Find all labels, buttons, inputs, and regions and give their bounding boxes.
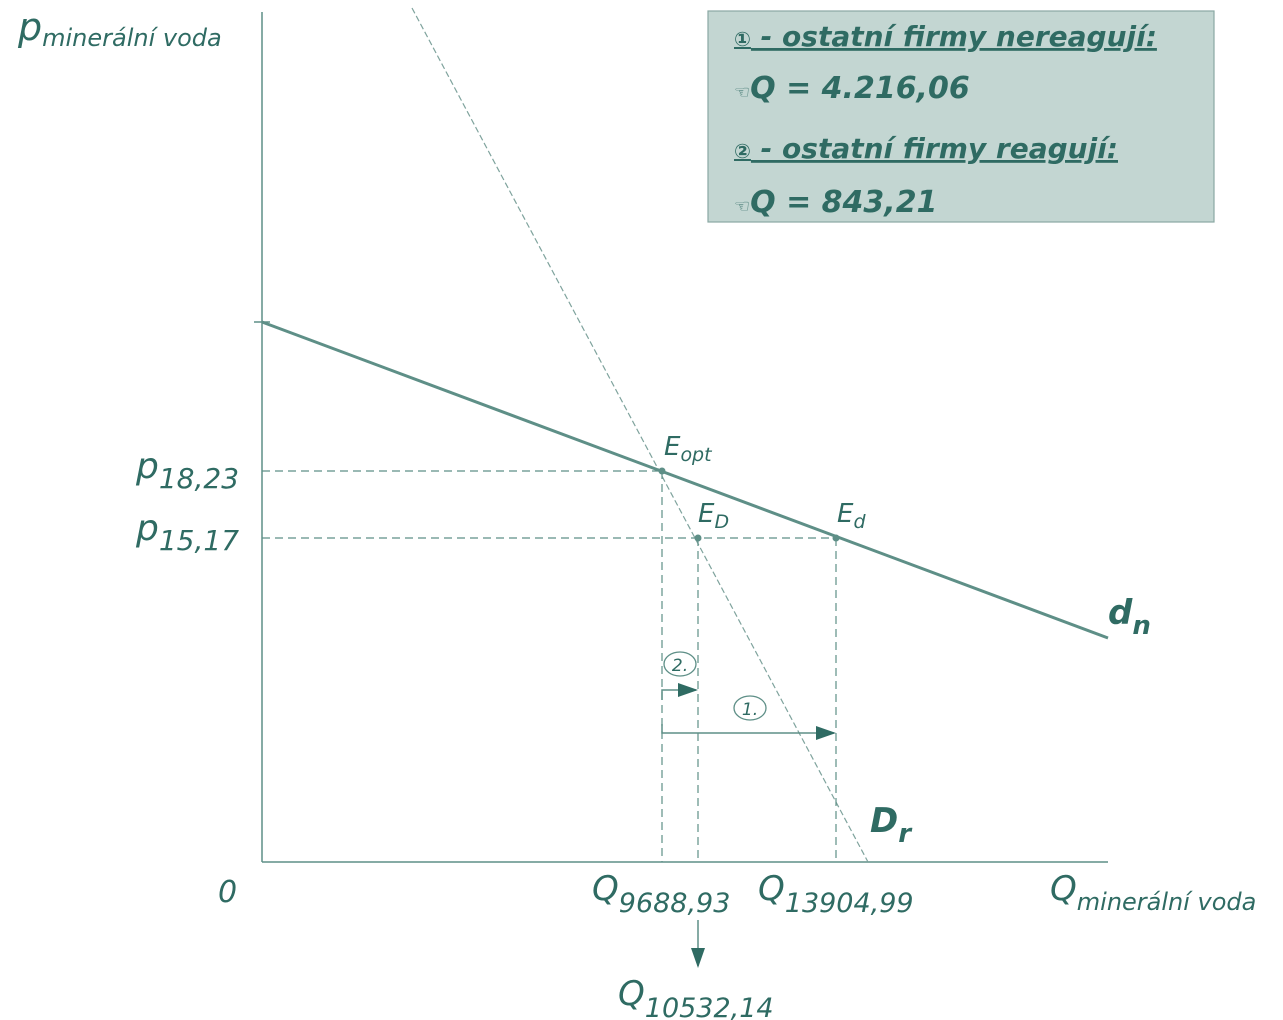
curve-label-Dr: Dr	[870, 801, 913, 849]
demand-curve-dn	[261, 320, 1109, 640]
label-Ed: Ed	[837, 499, 866, 533]
marker-1: 1.	[733, 695, 767, 721]
info-box: ① - ostatní firmy nereagují: ☜Q = 4.216,…	[707, 10, 1215, 223]
y-tick-p15: p15,17	[135, 508, 239, 557]
x-axis-label: Qminerální voda	[1050, 869, 1256, 916]
marker-2-label: 2.	[672, 656, 688, 676]
demand-curve-Dr	[411, 7, 869, 863]
x-tick-q13904: Q13904,99	[758, 869, 914, 919]
arrow-2	[661, 683, 698, 700]
arrow-1	[661, 724, 836, 740]
label-ED: ED	[698, 499, 729, 533]
point-Ed	[832, 534, 840, 542]
point-Eopt	[658, 467, 666, 475]
x-tick-q10532: Q10532,14	[618, 974, 774, 1020]
x-tick-q9688: Q9688,93	[592, 869, 730, 919]
marker-1-label: 1.	[742, 700, 758, 720]
label-Eopt: Eopt	[664, 432, 713, 466]
pointing-hand-icon: ☜	[734, 196, 750, 217]
y-tick-p18: p18,23	[135, 446, 239, 495]
pointing-hand-icon: ☜	[734, 82, 750, 103]
origin-label: 0	[218, 875, 237, 910]
info-line-1: ① - ostatní firmy nereagují:	[734, 20, 1157, 53]
marker-2: 2.	[663, 651, 697, 677]
info-line-2: ☜Q = 4.216,06	[734, 71, 970, 106]
info-line-4: ☜Q = 843,21	[734, 185, 937, 220]
point-ED	[694, 534, 702, 542]
info-line-3: ② - ostatní firmy reagují:	[734, 132, 1118, 165]
curve-label-dn: dn	[1108, 593, 1151, 641]
y-axis-label: pminerální voda	[17, 5, 222, 52]
